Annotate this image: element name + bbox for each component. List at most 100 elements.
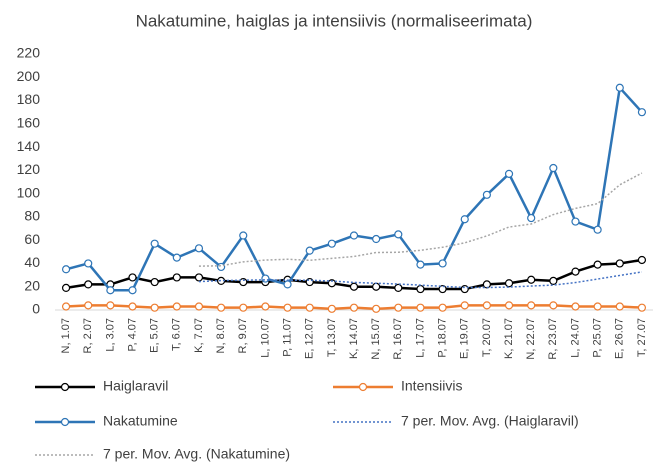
point — [261, 274, 270, 283]
point — [527, 301, 536, 310]
y-tick-label: 180 — [17, 91, 41, 107]
chart-title: Nakatumine, haiglas ja intensiivis (norm… — [136, 11, 533, 30]
y-tick-label: 20 — [24, 277, 40, 293]
y-tick-label: 220 — [17, 45, 41, 61]
point — [460, 215, 469, 224]
point — [394, 283, 403, 292]
x-tick-label: N, 8.07 — [215, 318, 227, 353]
point — [504, 279, 514, 288]
point — [150, 239, 159, 248]
point — [172, 302, 181, 311]
point — [349, 231, 359, 240]
x-tick-label: N, 22.07 — [525, 318, 537, 360]
y-tick-label: 60 — [24, 231, 40, 247]
point — [61, 283, 71, 292]
legend-label: Intensiivis — [401, 378, 462, 394]
point — [615, 83, 624, 92]
point — [593, 225, 602, 234]
point — [482, 190, 491, 199]
x-tick-label: K, 7.07 — [193, 318, 205, 353]
point — [194, 302, 204, 311]
point — [239, 303, 248, 312]
y-tick-label: 0 — [32, 301, 40, 317]
point — [615, 259, 624, 268]
point — [460, 301, 469, 310]
point — [128, 286, 137, 295]
point — [637, 255, 647, 265]
point — [593, 302, 602, 311]
point — [327, 239, 336, 248]
point — [128, 302, 137, 311]
point — [504, 301, 514, 310]
y-tick-label: 80 — [24, 208, 40, 224]
point — [416, 303, 425, 312]
point — [571, 267, 580, 276]
point — [615, 302, 624, 311]
x-tick-label: R, 9.07 — [237, 318, 249, 353]
point — [61, 302, 71, 311]
x-tick-label: E, 19.07 — [459, 318, 471, 359]
legend-marker — [358, 382, 368, 392]
point — [239, 231, 248, 240]
y-tick-label: 200 — [17, 68, 41, 84]
point — [217, 262, 226, 272]
point — [372, 282, 381, 291]
point — [394, 303, 403, 312]
point — [283, 280, 292, 289]
legend-marker — [60, 382, 70, 392]
point — [549, 163, 558, 173]
point — [283, 303, 292, 312]
legend-label: 7 per. Mov. Avg. (Haiglaravil) — [401, 413, 579, 429]
point — [438, 259, 447, 268]
series-line — [198, 271, 643, 289]
point — [571, 217, 580, 226]
point — [482, 301, 491, 310]
x-tick-label: E, 26.07 — [614, 318, 626, 359]
x-tick-label: L, 24.07 — [569, 318, 581, 358]
point — [549, 301, 558, 310]
point — [504, 169, 514, 178]
x-tick-label: T, 27.07 — [636, 318, 648, 357]
x-tick-label: N, 1.07 — [60, 318, 72, 353]
point — [327, 279, 336, 288]
point — [637, 108, 647, 117]
point — [438, 303, 447, 312]
point — [150, 303, 159, 312]
point — [349, 303, 359, 312]
point — [194, 273, 204, 282]
x-tick-label: E, 5.07 — [149, 318, 161, 353]
x-tick-label: T, 6.07 — [171, 318, 183, 351]
x-tick-label: R, 23.07 — [547, 318, 559, 360]
point — [460, 284, 469, 294]
point — [372, 304, 381, 313]
point — [372, 234, 381, 244]
point — [527, 275, 536, 284]
legend-marker — [60, 417, 70, 427]
x-tick-label: K, 14.07 — [348, 318, 360, 359]
point — [571, 302, 580, 311]
point — [549, 276, 558, 286]
point — [416, 260, 425, 269]
legend-label: 7 per. Mov. Avg. (Nakatumine) — [103, 446, 290, 462]
x-tick-label: P, 4.07 — [126, 318, 138, 351]
point — [305, 303, 314, 312]
point — [172, 273, 181, 282]
point — [128, 273, 137, 282]
point — [150, 277, 159, 287]
x-tick-label: T, 13.07 — [326, 318, 338, 357]
point — [438, 284, 447, 294]
point — [593, 260, 602, 269]
point — [305, 246, 314, 255]
point — [172, 253, 181, 262]
point — [106, 301, 115, 310]
point — [84, 301, 93, 310]
series-line — [65, 84, 643, 292]
point — [61, 265, 71, 274]
x-tick-label: T, 20.07 — [481, 318, 493, 357]
point — [84, 259, 93, 268]
point — [217, 303, 226, 312]
x-tick-label: P, 25.07 — [592, 318, 604, 358]
point — [106, 286, 115, 295]
x-tick-label: K, 21.07 — [503, 318, 515, 359]
